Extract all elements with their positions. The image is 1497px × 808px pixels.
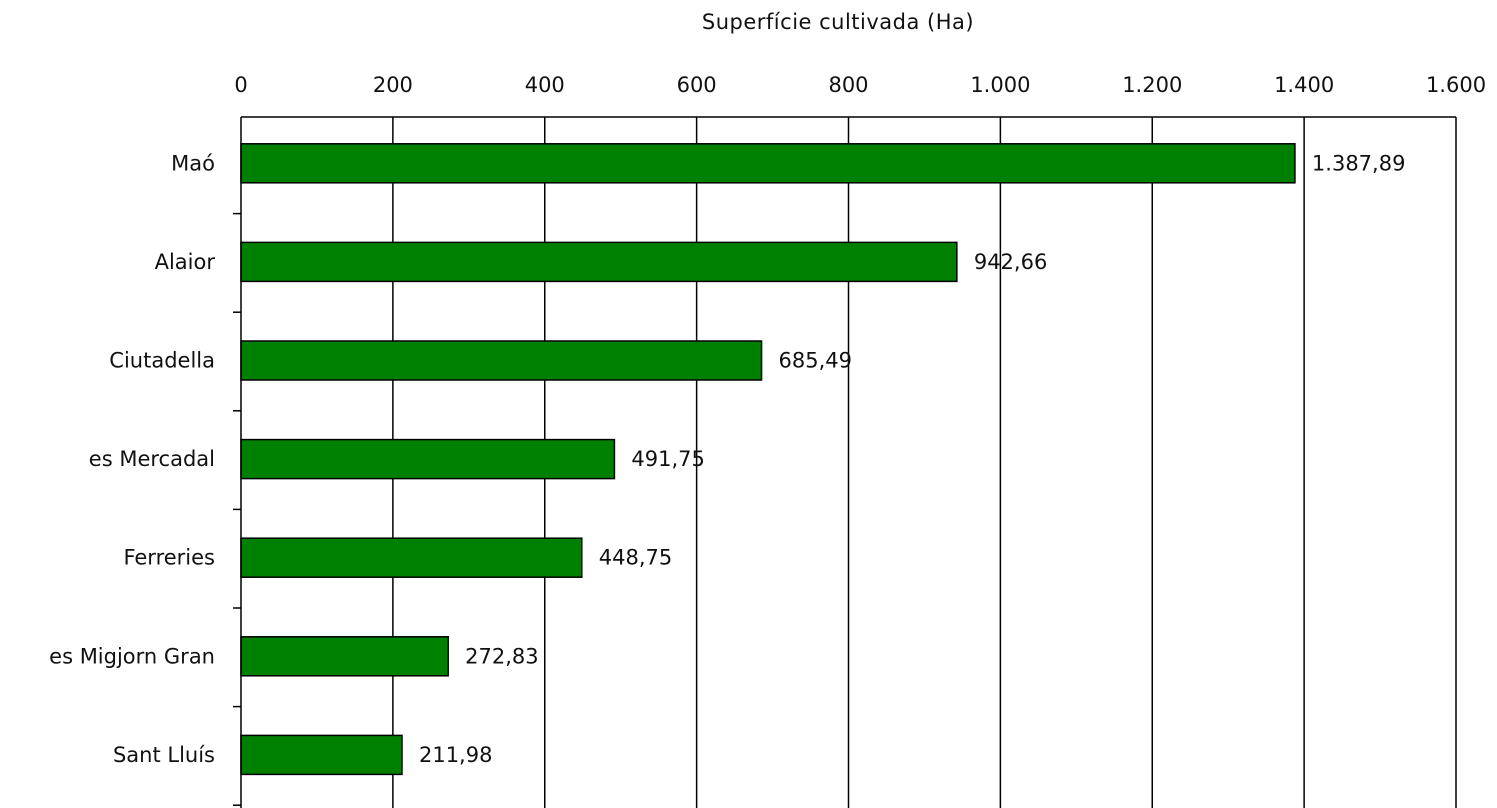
data-labels: 1.387,89 942,66 685,49 491,75 448,75 272,83 21… <box>419 151 1405 767</box>
category-label: es Mercadal <box>89 447 215 471</box>
x-tick-label: 400 <box>525 73 565 97</box>
x-tick-label: 1.200 <box>1122 73 1182 97</box>
data-label: 1.387,89 <box>1312 151 1406 175</box>
category-labels: Maó Alaior Ciutadella es Mercadal Ferreries e… <box>49 151 215 767</box>
category-label: Ferreries <box>123 546 215 570</box>
bar <box>240 241 958 283</box>
data-label: 942,66 <box>974 250 1047 274</box>
x-axis-title: Superfície cultivada (Ha) <box>702 10 974 34</box>
x-tick-label: 1.400 <box>1274 73 1334 97</box>
x-tick-label: 1.600 <box>1426 73 1486 97</box>
y-axis <box>233 117 242 808</box>
data-label: 272,83 <box>465 644 538 668</box>
category-label: Maó <box>171 151 215 175</box>
bar <box>240 734 403 776</box>
bar <box>240 438 616 480</box>
bar <box>240 340 763 381</box>
bars <box>240 143 1296 776</box>
category-label: es Migjorn Gran <box>49 644 215 668</box>
bar <box>240 143 1296 184</box>
data-label: 491,75 <box>631 447 704 471</box>
category-label: Alaior <box>155 250 216 274</box>
bar <box>240 636 449 677</box>
x-tick-label: 800 <box>828 73 868 97</box>
x-tick-label: 0 <box>234 73 247 97</box>
data-label: 211,98 <box>419 743 492 767</box>
category-label: Sant Lluís <box>113 743 215 767</box>
x-tick-label: 200 <box>373 73 413 97</box>
x-axis-ticks: 0 200 400 600 800 1.000 1.200 1.400 1.600 <box>234 73 1486 97</box>
bar <box>240 537 583 578</box>
data-label: 685,49 <box>779 349 852 373</box>
x-tick-label: 1.000 <box>970 73 1030 97</box>
category-label: Ciutadella <box>109 349 215 373</box>
gridlines <box>241 116 1457 808</box>
x-tick-label: 600 <box>677 73 717 97</box>
data-label: 448,75 <box>599 546 672 570</box>
